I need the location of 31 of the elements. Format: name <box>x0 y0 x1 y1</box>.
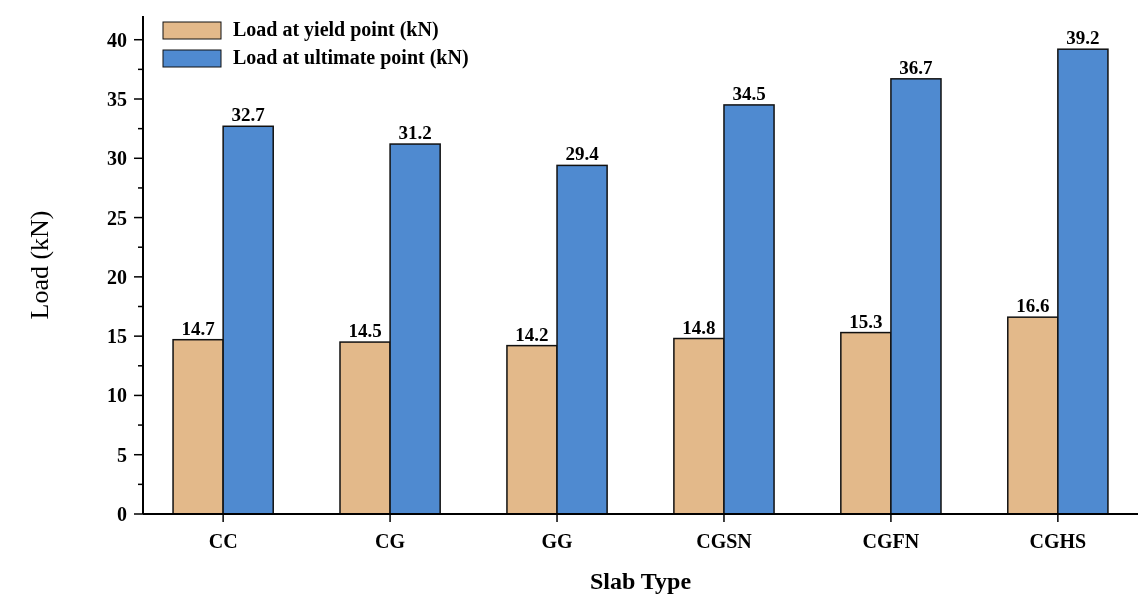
x-axis-title: Slab Type <box>589 568 692 594</box>
data-label: 14.8 <box>682 316 716 338</box>
legend-label: Load at yield point (kN) <box>233 18 439 41</box>
data-label: 15.3 <box>849 310 883 332</box>
y-tick-label: 20 <box>107 265 127 288</box>
x-tick-label: CC <box>208 530 238 552</box>
y-tick-label: 35 <box>107 88 127 110</box>
x-tick-label: CGSN <box>696 530 753 552</box>
legend-label: Load at ultimate point (kN) <box>233 46 469 69</box>
data-label: 14.2 <box>515 323 549 345</box>
data-label: 16.6 <box>1016 295 1050 317</box>
data-label: 29.4 <box>565 143 600 165</box>
x-tick-label: CG <box>375 530 406 552</box>
x-tick-label: GG <box>541 530 574 552</box>
data-label: 36.7 <box>899 56 934 78</box>
data-label: 34.5 <box>732 82 766 104</box>
y-tick-label: 0 <box>117 503 127 525</box>
y-tick-label: 30 <box>107 147 127 170</box>
y-tick-label: 40 <box>107 28 127 51</box>
x-tick-label: CGFN <box>862 530 920 552</box>
data-label: 39.2 <box>1066 27 1100 49</box>
data-label: 14.7 <box>181 317 216 339</box>
x-tick-label: CGHS <box>1029 530 1087 552</box>
y-tick-label: 5 <box>117 443 127 466</box>
data-label: 14.5 <box>348 320 382 342</box>
data-label: 31.2 <box>398 122 432 144</box>
y-tick-label: 10 <box>107 384 127 407</box>
y-tick-label: 25 <box>107 206 127 229</box>
data-label: 32.7 <box>231 104 266 126</box>
y-axis-title: Load (kN) <box>25 210 54 320</box>
y-tick-label: 15 <box>107 325 127 348</box>
